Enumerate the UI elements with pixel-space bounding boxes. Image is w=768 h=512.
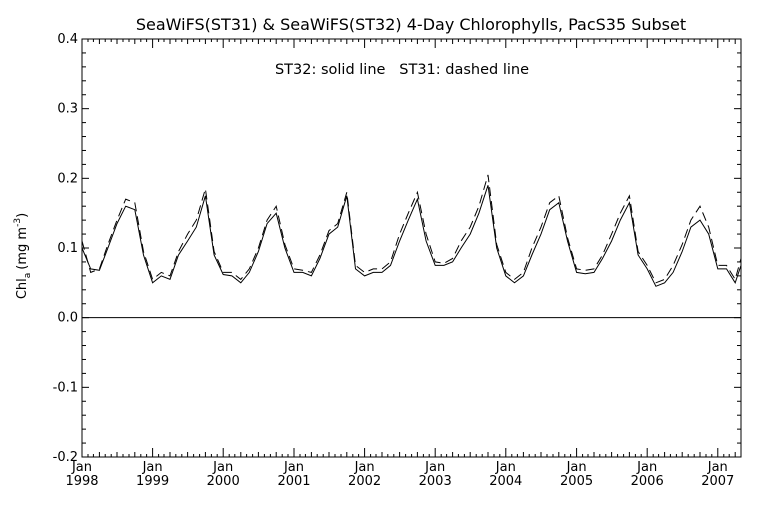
ylabel-superscript: -3 <box>13 218 23 227</box>
ylabel-units: (mg m <box>15 227 30 270</box>
y-tick-label: 0.2 <box>57 171 78 186</box>
x-tick-year-label: 2005 <box>560 474 593 489</box>
x-tick-month-label: Jan <box>71 460 92 475</box>
series-group <box>82 175 741 286</box>
x-tick-month-label: Jan <box>424 460 445 475</box>
chart-title: SeaWiFS(ST31) & SeaWiFS(ST32) 4-Day Chlo… <box>136 15 686 34</box>
ylabel-main: Chl <box>15 278 30 299</box>
x-tick-year-label: 2003 <box>419 474 452 489</box>
y-tick-label: 0.1 <box>57 241 78 256</box>
chlorophyll-chart: SeaWiFS(ST31) & SeaWiFS(ST32) 4-Day Chlo… <box>0 0 768 512</box>
x-tick-month-label: Jan <box>636 460 657 475</box>
x-tick-year-label: 2001 <box>277 474 310 489</box>
ylabel-close: ) <box>15 213 30 218</box>
series-line-dashed <box>82 175 741 283</box>
x-tick-month-label: Jan <box>566 460 587 475</box>
x-tick-year-label: 1998 <box>65 474 98 489</box>
x-tick-month-label: Jan <box>283 460 304 475</box>
y-tick-label: 0.3 <box>57 102 78 117</box>
y-tick-label: 0.4 <box>57 32 78 47</box>
y-tick-label: -0.1 <box>53 380 78 395</box>
y-axis-label: Chla (mg m-3) <box>13 213 33 299</box>
x-tick-month-label: Jan <box>142 460 163 475</box>
x-tick-year-label: 2006 <box>631 474 664 489</box>
x-tick-year-label: 2007 <box>701 474 734 489</box>
y-tick-label: 0.0 <box>57 311 78 326</box>
x-tick-month-label: Jan <box>212 460 233 475</box>
ylabel-subscript: a <box>23 273 33 279</box>
x-tick-year-label: 2002 <box>348 474 381 489</box>
x-tick-month-label: Jan <box>707 460 728 475</box>
x-tick-year-label: 2004 <box>489 474 522 489</box>
x-tick-month-label: Jan <box>495 460 516 475</box>
series-line-solid <box>82 185 741 286</box>
line-style-annotation: ST32: solid line ST31: dashed line <box>275 62 529 78</box>
x-axis: Jan1998Jan1999Jan2000Jan2001Jan2002Jan20… <box>65 39 741 489</box>
x-tick-year-label: 2000 <box>207 474 240 489</box>
x-tick-month-label: Jan <box>354 460 375 475</box>
x-tick-year-label: 1999 <box>136 474 169 489</box>
